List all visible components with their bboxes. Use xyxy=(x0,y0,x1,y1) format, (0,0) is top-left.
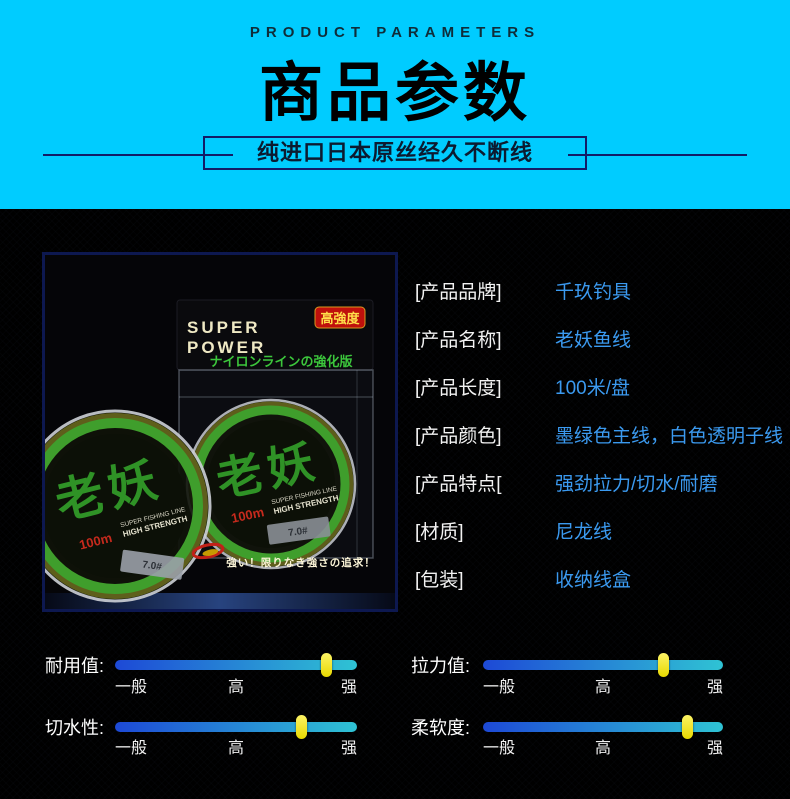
scale-label: 强 xyxy=(706,679,723,696)
badge-text: 高強度 xyxy=(320,311,360,326)
maker-logo xyxy=(191,542,225,560)
param-value: 100米/盘 xyxy=(555,378,630,399)
param-row-name: [产品名称] 老妖鱼线 xyxy=(415,328,790,354)
high-strength-badge xyxy=(314,306,366,329)
param-label: [材质] xyxy=(415,522,464,543)
rating-label-durability: 耐用值: xyxy=(44,656,104,676)
param-row-feature: [产品特点[ 强劲拉力/切水/耐磨 xyxy=(415,472,790,498)
jp-tagline: ナイロンラインの強化版 xyxy=(209,354,352,369)
banner-box: 纯进口日本原丝经久不断线 xyxy=(203,136,587,170)
spool-left: 老妖 SUPER FISHING LINE HIGH STRENGTH 100m… xyxy=(45,409,212,603)
param-label: [产品长度] xyxy=(415,378,502,399)
scale-label: 一般 xyxy=(483,679,516,696)
param-label: [产品名称] xyxy=(415,330,502,351)
param-row-material: [材质] 尼龙线 xyxy=(415,520,790,546)
param-value: 强劲拉力/切水/耐磨 xyxy=(555,474,718,495)
header-section: PRODUCT PARAMETERS 商品参数 纯进口日本原丝经久不断线 xyxy=(0,0,790,209)
brand-super: SUPER xyxy=(187,318,261,337)
scale-label: 一般 xyxy=(483,740,516,757)
rating-knob-watercut xyxy=(296,715,308,739)
rating-knob-pull xyxy=(658,653,669,677)
rating-label-pull: 拉力值: xyxy=(410,656,470,676)
scale-label: 高 xyxy=(594,679,612,696)
rating-knob-softness xyxy=(682,715,693,739)
param-value: 尼龙线 xyxy=(555,522,613,543)
scale-label: 强 xyxy=(340,679,357,696)
param-label: [产品特点[ xyxy=(415,474,502,495)
param-label: [产品颜色] xyxy=(415,426,502,447)
param-row-brand: [产品品牌] 千玖钓具 xyxy=(415,280,790,306)
param-label: [产品品牌] xyxy=(415,282,502,303)
rating-knob-durability xyxy=(320,653,332,677)
rating-scale-pull: 一般 高 强 xyxy=(483,679,723,697)
rating-scale-softness: 一般 高 强 xyxy=(483,740,723,758)
scale-label: 强 xyxy=(706,740,723,757)
param-value: 老妖鱼线 xyxy=(555,330,632,351)
spool-spec-text: 7.0# xyxy=(288,525,309,539)
scale-label: 强 xyxy=(340,740,357,757)
param-value: 千玖钓具 xyxy=(555,282,632,303)
param-row-package: [包装] 收纳线盒 xyxy=(415,568,790,594)
slogan-text: 強い！限りなき強さの追求！ xyxy=(226,556,376,569)
rating-label-softness: 柔软度: xyxy=(410,718,470,738)
banner-line-right xyxy=(568,154,747,156)
scale-label: 一般 xyxy=(115,740,148,757)
spool-right: 老妖 SUPER FISHING LINE HIGH STRENGTH 100m… xyxy=(185,398,357,570)
scale-label: 高 xyxy=(227,679,245,696)
param-row-color: [产品颜色] 墨绿色主线，白色透明子线 xyxy=(415,424,790,450)
spool-length-text: 100m xyxy=(230,504,266,526)
scale-label: 高 xyxy=(227,740,245,757)
product-photo: SUPER POWER 高強度 ナイロンラインの強化版 老妖 xyxy=(42,252,398,612)
param-value: 墨绿色主线，白色透明子线 xyxy=(555,426,784,447)
banner-text: 纯进口日本原丝经久不断线 xyxy=(256,140,533,165)
product-panel: SUPER POWER 高強度 ナイロンラインの強化版 老妖 xyxy=(0,209,790,799)
banner-line-left xyxy=(43,154,233,156)
param-value: 收纳线盒 xyxy=(555,570,632,591)
param-label: [包装] xyxy=(415,570,464,591)
scale-label: 一般 xyxy=(115,679,148,696)
rating-scale-durability: 一般 高 强 xyxy=(115,679,357,697)
rating-bar-softness xyxy=(483,715,723,739)
brand-power: POWER xyxy=(187,338,266,357)
page-title: 商品参数 xyxy=(259,57,531,129)
spool-spec-text: 7.0# xyxy=(142,559,163,573)
scale-label: 高 xyxy=(594,740,612,757)
rating-label-watercut: 切水性: xyxy=(44,718,104,738)
param-row-length: [产品长度] 100米/盘 xyxy=(415,376,790,402)
package-header-card: SUPER POWER 高強度 ナイロンラインの強化版 xyxy=(176,299,374,371)
rating-bar-pull xyxy=(483,653,723,677)
rating-scale-watercut: 一般 高 强 xyxy=(115,740,357,758)
product-photo-illustration: SUPER POWER 高強度 ナイロンラインの強化版 老妖 xyxy=(45,299,395,609)
rating-bar-durability xyxy=(115,653,357,677)
eyebrow-text: PRODUCT PARAMETERS xyxy=(249,24,541,41)
rating-bar-watercut xyxy=(115,715,357,739)
